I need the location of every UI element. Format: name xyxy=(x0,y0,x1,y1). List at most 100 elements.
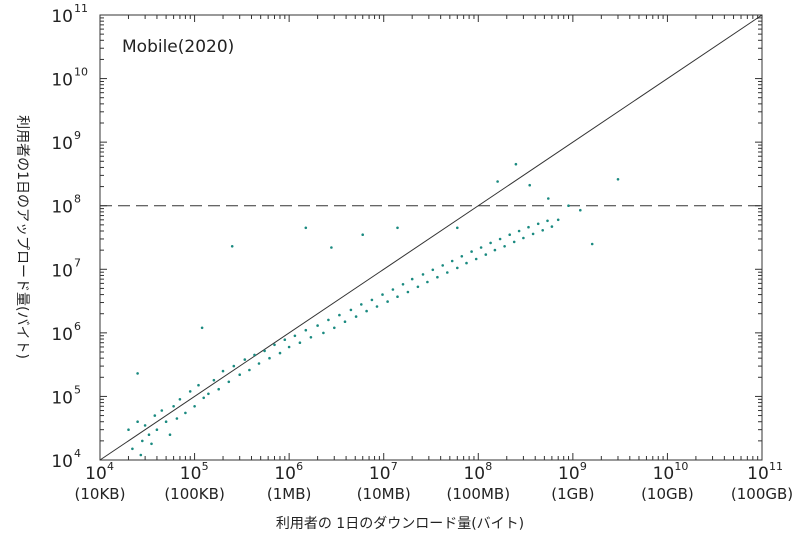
x-tick-unit-label: (100GB) xyxy=(731,485,793,503)
data-point xyxy=(207,392,210,396)
data-point xyxy=(579,208,582,212)
x-tick-label: 10 xyxy=(274,464,296,484)
data-point xyxy=(386,300,389,303)
data-point xyxy=(381,293,384,296)
data-point xyxy=(517,229,521,233)
data-point xyxy=(232,364,236,368)
x-tick-label: 10 xyxy=(180,464,202,484)
data-point xyxy=(527,225,530,229)
y-axis-title: 利用者の1日のアップロード量(バイト) xyxy=(14,115,30,359)
axis-ticks xyxy=(99,15,762,461)
data-point xyxy=(257,362,261,365)
y-tick-exponent: 7 xyxy=(74,256,81,269)
data-point xyxy=(172,405,175,408)
data-point xyxy=(508,233,512,236)
chart-title: Mobile(2020) xyxy=(122,37,234,57)
data-point xyxy=(322,331,325,335)
data-point xyxy=(503,245,506,248)
data-point xyxy=(365,309,368,313)
y-tick-exponent: 6 xyxy=(74,320,81,333)
x-tick-exponent: 11 xyxy=(769,460,783,473)
data-point xyxy=(431,268,435,272)
reference-lines xyxy=(99,14,763,461)
data-point xyxy=(465,261,468,265)
data-point xyxy=(309,336,313,339)
data-point xyxy=(493,248,497,252)
data-point xyxy=(522,236,525,240)
data-point xyxy=(238,373,241,377)
data-point xyxy=(178,398,182,401)
data-point xyxy=(590,242,594,246)
data-point xyxy=(496,180,499,183)
diagonal-reference-line xyxy=(99,14,763,461)
data-point xyxy=(396,295,399,299)
data-point xyxy=(354,315,358,318)
y-tick-exponent: 10 xyxy=(74,66,88,79)
data-point xyxy=(175,417,179,420)
data-point xyxy=(160,409,164,412)
data-point xyxy=(436,275,439,279)
data-point xyxy=(567,204,570,207)
x-tick-unit-label: (10GB) xyxy=(641,485,694,503)
data-point xyxy=(155,428,159,432)
x-tick-unit-label: (10MB) xyxy=(357,485,411,503)
data-point xyxy=(287,345,291,349)
data-point xyxy=(304,328,308,332)
data-point xyxy=(528,183,531,187)
y-tick-label: 10 xyxy=(51,452,73,472)
data-points xyxy=(127,162,620,457)
data-point xyxy=(221,369,225,373)
data-point xyxy=(304,226,308,230)
data-point xyxy=(127,428,130,432)
data-point xyxy=(278,351,282,355)
data-point xyxy=(188,390,192,393)
data-point xyxy=(484,253,488,256)
x-tick-label: 10 xyxy=(558,464,580,484)
x-tick-exponent: 4 xyxy=(107,460,114,473)
data-point xyxy=(546,219,549,223)
x-tick-exponent: 5 xyxy=(202,460,209,473)
y-tick-exponent: 4 xyxy=(74,447,81,460)
x-tick-unit-label: (10KB) xyxy=(75,485,126,503)
data-point xyxy=(547,197,550,200)
x-tick-label: 10 xyxy=(463,464,485,484)
data-point xyxy=(514,162,518,166)
data-point xyxy=(456,226,459,230)
data-point xyxy=(479,246,483,249)
data-point xyxy=(550,225,554,228)
x-tick-label: 10 xyxy=(747,464,769,484)
x-tick-exponent: 10 xyxy=(674,460,688,473)
y-tick-label: 10 xyxy=(51,134,73,154)
y-tick-exponent: 11 xyxy=(74,2,88,15)
y-tick-exponent: 5 xyxy=(74,383,81,396)
data-point xyxy=(316,324,319,327)
data-point xyxy=(416,285,420,289)
data-point xyxy=(474,257,478,261)
y-tick-label: 10 xyxy=(51,388,73,408)
x-tick-exponent: 9 xyxy=(580,460,587,473)
data-point xyxy=(512,240,516,244)
data-point xyxy=(489,241,492,245)
data-point xyxy=(230,245,234,248)
x-tick-label: 10 xyxy=(85,464,107,484)
data-point xyxy=(616,178,620,181)
x-tick-unit-label: (1MB) xyxy=(267,485,311,503)
data-point xyxy=(263,349,266,353)
data-point xyxy=(243,358,247,361)
data-point xyxy=(200,326,204,330)
data-point xyxy=(139,453,143,457)
data-point xyxy=(360,303,363,306)
data-point xyxy=(147,433,151,437)
data-point xyxy=(143,424,147,427)
data-point xyxy=(349,308,353,312)
y-tick-exponent: 8 xyxy=(74,193,81,206)
data-point xyxy=(253,353,256,357)
data-point xyxy=(498,237,502,241)
data-point xyxy=(460,254,464,258)
data-point xyxy=(184,411,187,415)
x-tick-unit-label: (100KB) xyxy=(164,485,224,503)
data-point xyxy=(375,305,379,308)
data-point xyxy=(168,433,172,437)
